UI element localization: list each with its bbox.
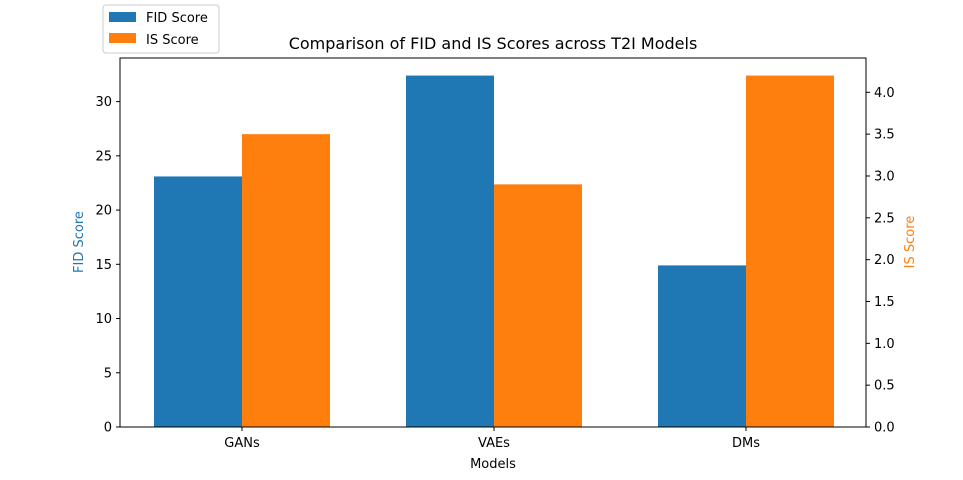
legend-swatch-is bbox=[109, 33, 136, 43]
bars-layer bbox=[154, 75, 834, 428]
plot-frame bbox=[119, 57, 867, 428]
bar-fid-dms bbox=[658, 265, 746, 427]
legend-swatch-fid bbox=[109, 12, 136, 22]
left-y-axis-label: FID Score bbox=[72, 211, 87, 273]
x-axis-label: Models bbox=[470, 457, 516, 472]
right-y-tick-label: 1.0 bbox=[874, 337, 895, 352]
x-tick-label: VAEs bbox=[478, 436, 510, 451]
left-y-tick-label: 15 bbox=[95, 258, 112, 273]
bar-is-vaes bbox=[494, 184, 582, 427]
right-y-tick-label: 3.5 bbox=[874, 128, 895, 143]
right-y-tick-label: 2.5 bbox=[874, 211, 895, 226]
left-y-tick-label: 25 bbox=[95, 149, 112, 164]
right-y-tick-label: 0.5 bbox=[874, 379, 895, 394]
legend: FID Score IS Score bbox=[102, 4, 220, 54]
left-y-tick-label: 0 bbox=[104, 421, 112, 436]
x-tick-label: GANs bbox=[224, 436, 260, 451]
left-y-tick-label: 20 bbox=[95, 204, 112, 219]
right-y-tick-label: 1.5 bbox=[874, 295, 895, 310]
left-y-tick-label: 10 bbox=[95, 312, 112, 327]
left-y-tick-label: 5 bbox=[104, 366, 112, 381]
bar-fid-vaes bbox=[406, 75, 494, 428]
legend-label-fid: FID Score bbox=[146, 11, 208, 26]
right-y-tick-label: 4.0 bbox=[874, 86, 895, 101]
right-y-axis-label: IS Score bbox=[903, 216, 918, 269]
left-y-tick-label: 30 bbox=[95, 95, 112, 110]
chart-title: Comparison of FID and IS Scores across T… bbox=[289, 34, 698, 53]
legend-label-is: IS Score bbox=[146, 33, 199, 48]
bar-fid-gans bbox=[154, 176, 242, 427]
x-tick-label: DMs bbox=[732, 436, 760, 451]
right-y-tick-label: 0.0 bbox=[874, 421, 895, 436]
bar-is-dms bbox=[746, 75, 834, 428]
ticks-layer: GANs VAEs DMs 0 5 10 15 20 25 30 0.0 0.5 1.0 1.5 2.0 2.… bbox=[95, 86, 894, 451]
right-y-tick-label: 3.0 bbox=[874, 169, 895, 184]
right-y-tick-label: 2.0 bbox=[874, 253, 895, 268]
bar-is-gans bbox=[242, 134, 330, 427]
